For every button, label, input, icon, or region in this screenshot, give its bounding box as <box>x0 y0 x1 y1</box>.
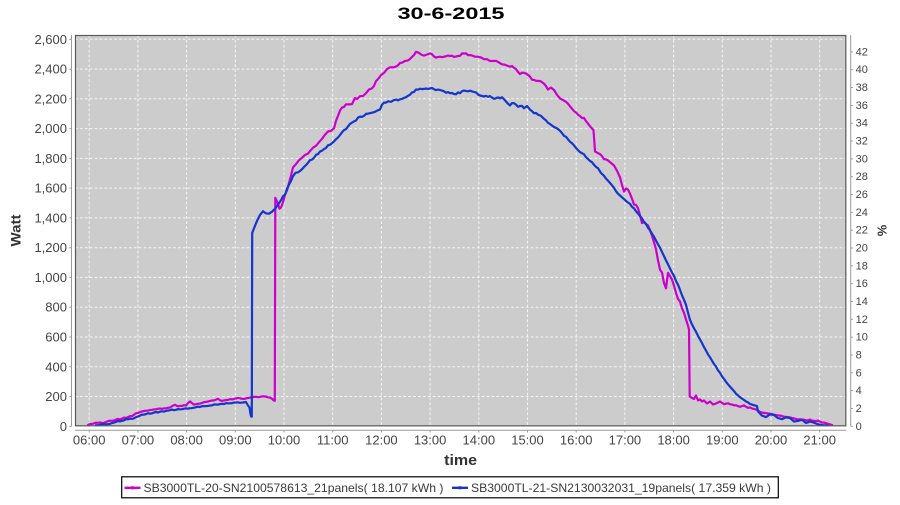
svg-text:400: 400 <box>45 359 67 374</box>
svg-text:10:00: 10:00 <box>268 433 301 448</box>
svg-text:18: 18 <box>856 260 868 272</box>
svg-text:0: 0 <box>60 419 67 434</box>
svg-text:14:00: 14:00 <box>463 433 496 448</box>
svg-text:16: 16 <box>856 278 868 290</box>
svg-text:30: 30 <box>856 153 868 165</box>
svg-text:18:00: 18:00 <box>657 433 690 448</box>
svg-text:07:00: 07:00 <box>122 433 155 448</box>
svg-text:13:00: 13:00 <box>414 433 447 448</box>
svg-text:24: 24 <box>856 207 868 219</box>
svg-text:09:00: 09:00 <box>219 433 252 448</box>
svg-text:32: 32 <box>856 136 868 148</box>
svg-text:19:00: 19:00 <box>706 433 739 448</box>
svg-text:06:00: 06:00 <box>73 433 106 448</box>
svg-text:22: 22 <box>856 225 868 237</box>
svg-text:600: 600 <box>45 330 67 345</box>
svg-text:2: 2 <box>856 403 862 415</box>
svg-text:SB3000TL-20-SN2100578613_21pan: SB3000TL-20-SN2100578613_21panels( 18.10… <box>144 481 444 495</box>
svg-text:2,400: 2,400 <box>34 62 67 77</box>
svg-text:42: 42 <box>856 46 868 58</box>
svg-text:10: 10 <box>856 332 868 344</box>
svg-text:36: 36 <box>856 100 868 112</box>
svg-text:8: 8 <box>856 350 862 362</box>
svg-text:20:00: 20:00 <box>755 433 788 448</box>
svg-text:4: 4 <box>856 385 862 397</box>
svg-text:40: 40 <box>856 64 868 76</box>
svg-text:14: 14 <box>856 296 868 308</box>
svg-text:1,200: 1,200 <box>34 240 67 255</box>
svg-text:08:00: 08:00 <box>170 433 203 448</box>
svg-text:30-6-2015: 30-6-2015 <box>398 4 505 23</box>
svg-text:2,600: 2,600 <box>34 32 67 47</box>
svg-text:2,200: 2,200 <box>34 91 67 106</box>
svg-text:Watt: Watt <box>8 214 24 246</box>
svg-text:21:00: 21:00 <box>803 433 836 448</box>
svg-text:2,000: 2,000 <box>34 121 67 136</box>
svg-text:16:00: 16:00 <box>560 433 593 448</box>
svg-text:6: 6 <box>856 367 862 379</box>
svg-text:12:00: 12:00 <box>365 433 398 448</box>
svg-text:12: 12 <box>856 314 868 326</box>
svg-text:1,400: 1,400 <box>34 210 67 225</box>
svg-text:SB3000TL-21-SN2130032031_19pan: SB3000TL-21-SN2130032031_19panels( 17.35… <box>471 481 771 495</box>
svg-text:1,000: 1,000 <box>34 270 67 285</box>
svg-text:28: 28 <box>856 171 868 183</box>
svg-text:200: 200 <box>45 389 67 404</box>
svg-text:17:00: 17:00 <box>609 433 642 448</box>
svg-text:20: 20 <box>856 243 868 255</box>
svg-text:1,800: 1,800 <box>34 151 67 166</box>
svg-text:800: 800 <box>45 300 67 315</box>
svg-text:11:00: 11:00 <box>317 433 349 448</box>
svg-text:34: 34 <box>856 118 868 130</box>
svg-text:time: time <box>444 452 477 469</box>
svg-text:15:00: 15:00 <box>511 433 544 448</box>
svg-text:38: 38 <box>856 82 868 94</box>
svg-text:1,600: 1,600 <box>34 181 67 196</box>
svg-text:0: 0 <box>856 421 862 433</box>
svg-text:%: % <box>875 225 890 237</box>
svg-text:26: 26 <box>856 189 868 201</box>
